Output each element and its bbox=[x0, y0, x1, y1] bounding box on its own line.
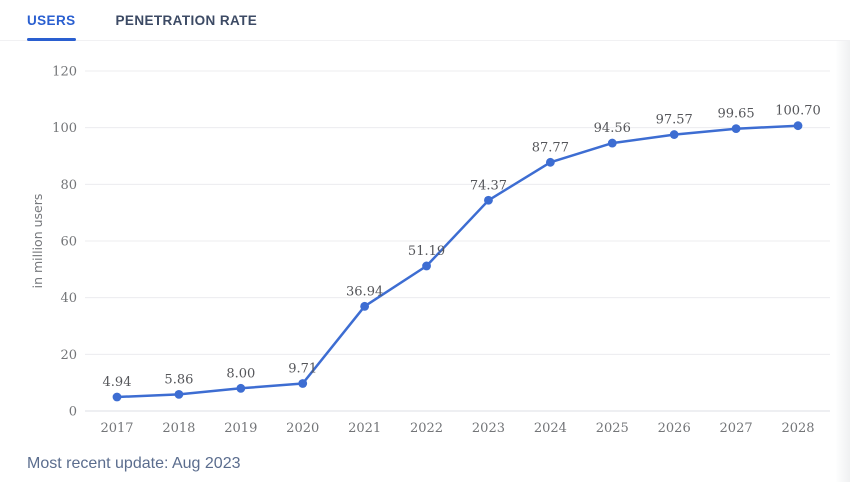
data-label-2021: 36.94 bbox=[346, 284, 383, 299]
data-point-2023[interactable] bbox=[484, 195, 493, 205]
y-tick-label: 20 bbox=[60, 348, 77, 363]
x-tick-label: 2027 bbox=[720, 421, 753, 436]
data-label-2018: 5.86 bbox=[164, 372, 193, 387]
y-axis-title: in million users bbox=[30, 194, 45, 289]
data-point-2028[interactable] bbox=[793, 121, 803, 131]
data-label-2024: 87.77 bbox=[532, 140, 569, 155]
x-tick-label: 2018 bbox=[162, 421, 195, 436]
data-label-2019: 8.00 bbox=[226, 366, 255, 381]
data-point-2025[interactable] bbox=[607, 138, 617, 148]
y-tick-label: 60 bbox=[60, 235, 77, 250]
data-label-2023: 74.37 bbox=[470, 178, 507, 193]
x-tick-label: 2026 bbox=[658, 421, 691, 436]
x-tick-label: 2024 bbox=[534, 421, 567, 436]
users-line-chart: 0 20 40 60 80 100 120 2017 2018 2019 2020 2021 2022 2… bbox=[30, 65, 830, 436]
x-tick-label: 2019 bbox=[224, 421, 257, 436]
x-tick-label: 2022 bbox=[410, 421, 443, 436]
data-point-2021[interactable] bbox=[360, 301, 370, 311]
tab-penetration-rate[interactable]: PENETRATION RATE bbox=[115, 12, 258, 28]
data-point-2024[interactable] bbox=[545, 157, 555, 167]
data-label-2020: 9.71 bbox=[288, 361, 317, 376]
x-tick-label: 2021 bbox=[348, 421, 381, 436]
y-tick-label: 100 bbox=[52, 121, 77, 136]
data-label-2026: 97.57 bbox=[656, 113, 693, 128]
chart-area: 0 20 40 60 80 100 120 2017 2018 2019 2020 2021 2022 2… bbox=[0, 41, 850, 441]
x-tick-label: 2025 bbox=[596, 421, 629, 436]
y-tick-label: 80 bbox=[60, 178, 77, 193]
tab-users[interactable]: USERS bbox=[27, 0, 76, 41]
y-tick-label: 40 bbox=[60, 291, 77, 306]
x-tick-label: 2023 bbox=[472, 421, 505, 436]
data-point-2019[interactable] bbox=[236, 383, 246, 393]
tab-bar: USERS PENETRATION RATE bbox=[0, 0, 850, 41]
users-series-line bbox=[115, 124, 800, 399]
data-label-2028: 100.70 bbox=[775, 104, 821, 119]
data-point-2017[interactable] bbox=[112, 392, 122, 402]
data-label-2022: 51.19 bbox=[408, 244, 445, 259]
data-point-2022[interactable] bbox=[422, 261, 431, 271]
x-tick-label: 2028 bbox=[781, 421, 814, 436]
last-update-note: Most recent update: Aug 2023 bbox=[27, 455, 241, 472]
data-point-2026[interactable] bbox=[669, 130, 679, 139]
data-label-2027: 99.65 bbox=[717, 107, 754, 122]
data-point-2027[interactable] bbox=[731, 124, 741, 134]
data-label-2017: 4.94 bbox=[103, 375, 132, 390]
data-point-2018[interactable] bbox=[174, 389, 184, 399]
data-label-2025: 94.56 bbox=[594, 121, 631, 136]
x-tick-label: 2020 bbox=[286, 421, 319, 436]
y-tick-label: 0 bbox=[69, 405, 77, 420]
data-point-2020[interactable] bbox=[298, 379, 308, 388]
y-tick-label: 120 bbox=[52, 65, 77, 80]
x-tick-label: 2017 bbox=[100, 421, 133, 436]
